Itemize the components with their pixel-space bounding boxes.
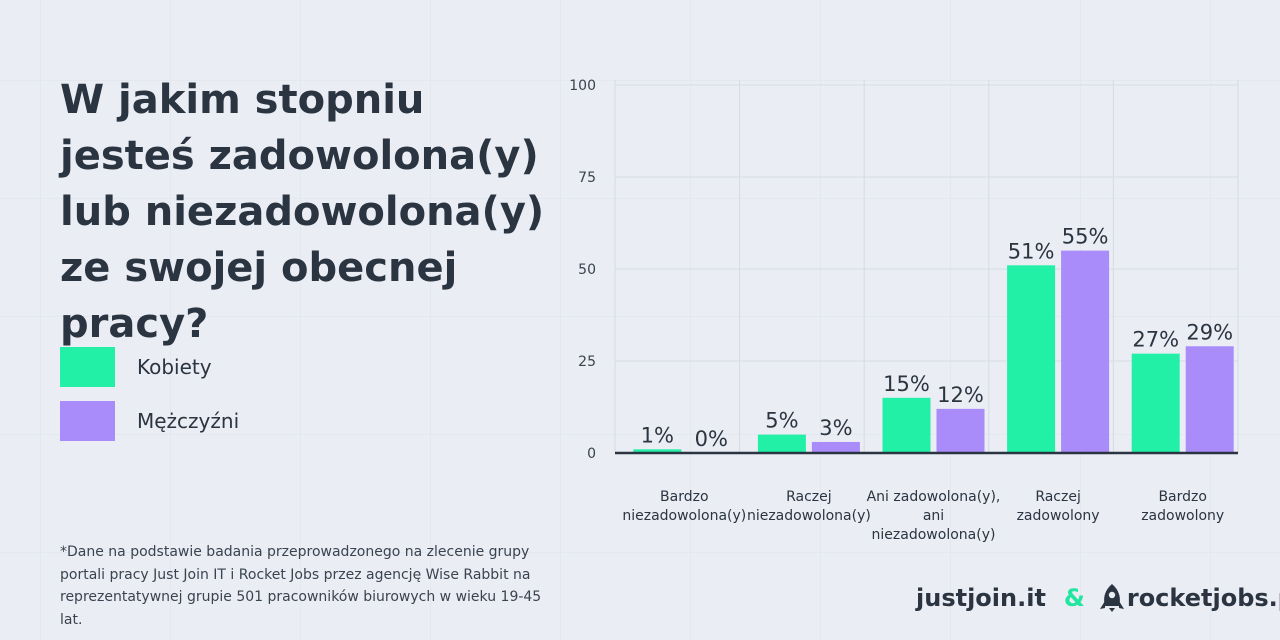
rocket-icon	[1099, 584, 1124, 612]
y-tick-label: 75	[578, 170, 596, 186]
y-tick-label: 25	[578, 354, 596, 370]
footnote: *Dane na podstawie badania przeprowadzon…	[60, 544, 542, 628]
brand-ampersand: &	[1063, 584, 1085, 612]
value-label: 12%	[937, 383, 984, 407]
value-label: 0%	[695, 427, 728, 451]
value-label: 55%	[1062, 225, 1109, 249]
value-label: 27%	[1132, 328, 1179, 352]
x-tick-label: Raczej	[786, 489, 832, 505]
x-tick-label: niezadowolona(y)	[872, 527, 996, 543]
bar-chart: 0 25 50 75 100 1% 0% 5% 3% 15% 12% 51% 55% 27% 29% Ba…	[569, 78, 1239, 543]
y-axis-ticks: 0 25 50 75 100	[569, 78, 596, 462]
legend-swatch-kobiety	[60, 347, 115, 387]
x-tick-label: Raczej	[1035, 489, 1081, 505]
bar-kobiety	[757, 434, 806, 453]
x-tick-label: niezadowolona(y)	[622, 508, 746, 524]
x-tick-label: Ani zadowolona(y),	[867, 489, 1001, 505]
value-label: 15%	[883, 372, 930, 396]
legend-label-kobiety: Kobiety	[137, 355, 212, 379]
y-tick-label: 50	[578, 262, 596, 278]
value-labels: 1% 0% 5% 3% 15% 12% 51% 55% 27% 29%	[641, 225, 1233, 451]
bar-kobiety	[1007, 265, 1056, 453]
bar-mezczyzni	[1185, 346, 1234, 453]
bar-kobiety	[633, 449, 682, 453]
value-label: 3%	[819, 416, 852, 440]
y-tick-label: 100	[569, 78, 596, 94]
chart-bars	[633, 250, 1234, 453]
x-axis-labels: Bardzo niezadowolona(y) Raczej niezadowolon…	[622, 489, 1224, 543]
legend-item-kobiety: Kobiety	[60, 347, 239, 387]
bar-mezczyzni	[811, 441, 860, 453]
legend-swatch-mezczyzni	[60, 401, 115, 441]
x-tick-label: niezadowolona(y)	[747, 508, 871, 524]
x-tick-label: Bardzo	[1158, 489, 1207, 505]
legend: Kobiety Mężczyźni	[60, 347, 239, 455]
justjoin-logo: justjoin.it	[916, 584, 1046, 612]
x-tick-label: ani	[923, 508, 944, 524]
legend-item-mezczyzni: Mężczyźni	[60, 401, 239, 441]
chart-grid	[614, 80, 1239, 454]
x-tick-label: zadowolony	[1141, 508, 1224, 524]
brand-logos: justjoin.it & rocketjobs.pl	[916, 578, 1280, 618]
bar-mezczyzni	[1061, 250, 1110, 453]
bar-mezczyzni	[936, 408, 985, 453]
value-label: 5%	[765, 409, 798, 433]
value-label: 51%	[1008, 239, 1055, 263]
y-tick-label: 0	[587, 446, 596, 462]
legend-label-mezczyzni: Mężczyźni	[137, 409, 240, 433]
rocketjobs-logo: rocketjobs.pl	[1126, 584, 1280, 612]
value-label: 29%	[1186, 320, 1233, 344]
value-label: 1%	[641, 423, 674, 447]
x-tick-label: zadowolony	[1017, 508, 1100, 524]
page-title: W jakim stopniu jesteś zadowolona(y) lub…	[60, 77, 545, 347]
bar-kobiety	[882, 397, 931, 453]
bar-kobiety	[1131, 353, 1180, 453]
x-tick-label: Bardzo	[660, 489, 709, 505]
